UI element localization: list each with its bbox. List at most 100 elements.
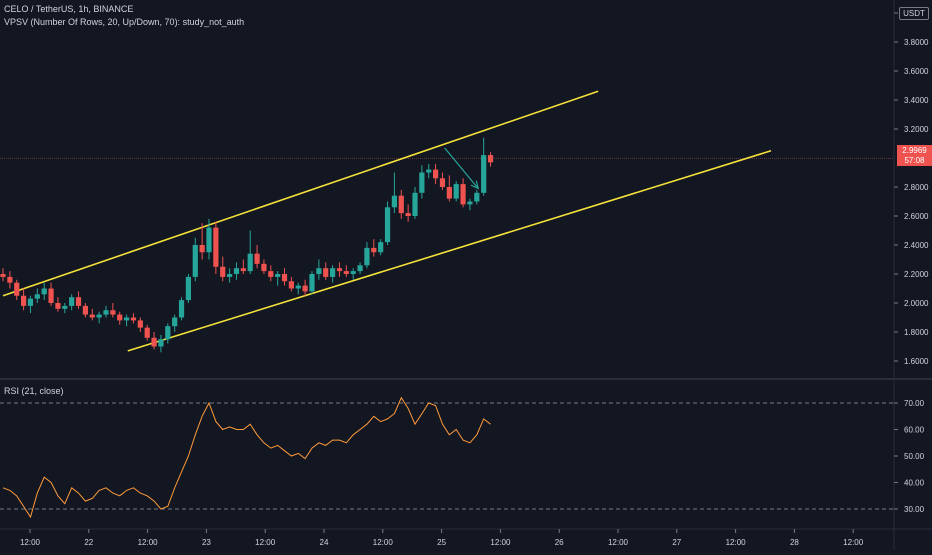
candle-body bbox=[110, 310, 116, 315]
candle-body bbox=[7, 276, 13, 283]
rsi-tick-label: 70.00 bbox=[904, 399, 925, 408]
candle-body bbox=[27, 298, 34, 306]
candle-body bbox=[487, 155, 494, 163]
rsi-tick-label: 30.00 bbox=[904, 505, 925, 514]
candle-body bbox=[137, 320, 143, 328]
candle-body bbox=[199, 245, 205, 253]
time-tick-label: 22 bbox=[84, 538, 93, 547]
candle-body bbox=[220, 266, 226, 277]
last-price-value: 2.9969 bbox=[902, 146, 927, 155]
candle-body bbox=[426, 169, 432, 173]
trend-arrow-line bbox=[444, 147, 479, 189]
time-tick-label: 27 bbox=[672, 538, 681, 547]
candle-body bbox=[82, 305, 88, 315]
candle-body bbox=[261, 263, 267, 272]
candle-body bbox=[371, 247, 377, 253]
candle-body bbox=[185, 276, 191, 301]
candle-body bbox=[75, 297, 82, 306]
candle-body bbox=[268, 271, 274, 277]
candle-body bbox=[391, 195, 397, 208]
candle-body bbox=[309, 274, 315, 292]
price-tick-label: 2.0000 bbox=[904, 299, 929, 308]
candle-body bbox=[357, 265, 363, 272]
candle-body bbox=[144, 327, 150, 338]
rsi-legend[interactable]: RSI (21, close) bbox=[4, 386, 64, 396]
candle-body bbox=[316, 268, 322, 274]
time-tick-label: 24 bbox=[320, 538, 329, 547]
candle-body bbox=[439, 178, 446, 187]
candle-body bbox=[0, 274, 6, 277]
last-price-tag: 2.9969 57:08 bbox=[897, 145, 932, 166]
candle-body bbox=[103, 310, 109, 315]
price-tick-label: 2.6000 bbox=[904, 212, 929, 221]
candle-body bbox=[330, 268, 336, 277]
candle-body bbox=[288, 281, 294, 289]
time-tick-label: 12:00 bbox=[490, 538, 511, 547]
price-tick-label: 3.8000 bbox=[904, 38, 929, 47]
price-tick-label: 1.6000 bbox=[904, 357, 929, 366]
candle-body bbox=[178, 300, 185, 318]
time-tick-label: 12:00 bbox=[255, 538, 276, 547]
candle-body bbox=[48, 288, 54, 303]
candle-body bbox=[281, 274, 288, 282]
candle-body bbox=[233, 268, 240, 274]
candle-body bbox=[474, 192, 480, 202]
candle-body bbox=[14, 282, 20, 296]
candle-body bbox=[378, 242, 384, 253]
price-tick-label: 3.4000 bbox=[904, 96, 929, 105]
trend-arrow-head bbox=[470, 180, 480, 190]
time-tick-label: 12:00 bbox=[726, 538, 747, 547]
currency-badge[interactable]: USDT bbox=[899, 7, 929, 20]
candle-body bbox=[275, 274, 281, 277]
time-tick-label: 23 bbox=[202, 538, 211, 547]
candle-body bbox=[460, 184, 466, 205]
candle-body bbox=[124, 317, 130, 321]
candle-body bbox=[206, 227, 212, 253]
candle-body bbox=[467, 201, 473, 205]
candle-body bbox=[350, 271, 356, 274]
candle-body bbox=[412, 192, 418, 216]
indicator-legend[interactable]: VPSV (Number Of Rows, 20, Up/Down, 70): … bbox=[4, 17, 245, 27]
time-tick-label: 12:00 bbox=[138, 538, 159, 547]
candle-body bbox=[227, 274, 233, 277]
candle-body bbox=[21, 295, 27, 306]
bar-countdown: 57:08 bbox=[904, 156, 925, 165]
candle-body bbox=[247, 253, 253, 272]
candle-body bbox=[151, 337, 157, 347]
price-tick-label: 2.8000 bbox=[904, 183, 929, 192]
candle-body bbox=[240, 268, 246, 272]
rsi-tick-label: 60.00 bbox=[904, 426, 925, 435]
candle-body bbox=[96, 314, 102, 318]
candle-body bbox=[419, 172, 425, 193]
candle-body bbox=[323, 268, 329, 277]
candle-body bbox=[384, 207, 391, 243]
candle-body bbox=[295, 285, 301, 289]
candle-body bbox=[405, 213, 411, 216]
candle-body bbox=[62, 305, 68, 309]
time-tick-label: 25 bbox=[437, 538, 446, 547]
candle-body bbox=[446, 187, 452, 199]
candle-body bbox=[213, 227, 219, 267]
candle-body bbox=[55, 303, 61, 309]
candle-body bbox=[158, 339, 164, 347]
candle-body bbox=[453, 184, 459, 199]
time-tick-label: 12:00 bbox=[608, 538, 629, 547]
rsi-tick-label: 40.00 bbox=[904, 479, 925, 488]
candle-body bbox=[165, 326, 171, 340]
channel-lower-line bbox=[127, 149, 772, 352]
candle-body bbox=[89, 314, 95, 318]
time-tick-label: 26 bbox=[555, 538, 564, 547]
time-tick-label: 28 bbox=[790, 538, 799, 547]
price-tick-label: 3.6000 bbox=[904, 67, 929, 76]
price-tick-label: 1.8000 bbox=[904, 328, 929, 337]
candle-body bbox=[433, 169, 439, 179]
candle-body bbox=[343, 271, 349, 274]
price-tick-label: 2.2000 bbox=[904, 270, 929, 279]
symbol-legend[interactable]: CELO / TetherUS, 1h, BINANCE bbox=[4, 4, 134, 14]
candle-body bbox=[192, 245, 198, 277]
channel-upper-line bbox=[2, 90, 599, 297]
time-tick-label: 12:00 bbox=[843, 538, 864, 547]
candle-body bbox=[172, 317, 178, 327]
